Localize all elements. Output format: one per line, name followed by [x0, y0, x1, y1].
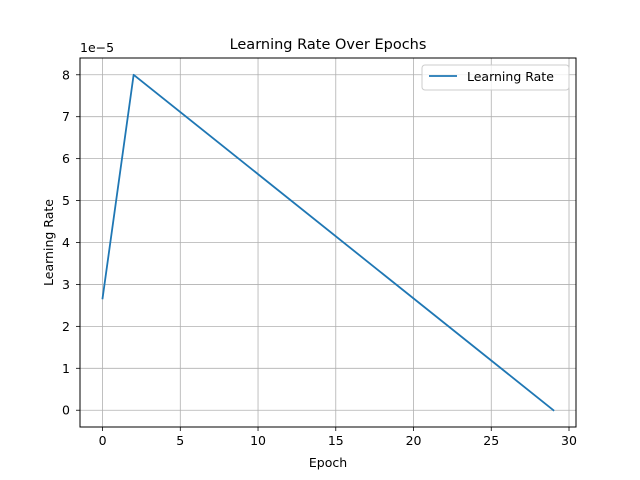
x-axis-ticks: 0 5 10 15 20 25 30 [99, 427, 577, 448]
y-tick-label: 4 [62, 235, 70, 250]
grid-lines [80, 58, 576, 427]
x-tick-label: 25 [483, 433, 499, 448]
y-axis-offset-label: 1e−5 [80, 40, 114, 55]
y-tick-label: 8 [62, 67, 70, 82]
x-axis-label: Epoch [309, 455, 347, 470]
chart-title: Learning Rate Over Epochs [230, 37, 427, 53]
y-tick-label: 5 [62, 193, 70, 208]
y-tick-label: 1 [62, 361, 70, 376]
y-axis-label: Learning Rate [41, 199, 56, 286]
x-tick-label: 30 [561, 433, 577, 448]
series-layer [101, 73, 555, 412]
y-tick-label: 6 [62, 151, 70, 166]
y-tick-label: 3 [62, 277, 70, 292]
x-tick-label: 5 [176, 433, 184, 448]
y-axis-ticks: 0 1 2 3 4 5 6 7 8 [62, 67, 80, 418]
learning-rate-series-line [101, 73, 555, 412]
y-tick-label: 0 [62, 403, 70, 418]
y-tick-label: 7 [62, 109, 70, 124]
x-tick-label: 10 [250, 433, 266, 448]
x-tick-label: 0 [99, 433, 107, 448]
x-tick-label: 20 [406, 433, 422, 448]
legend: Learning Rate [421, 64, 570, 91]
x-tick-label: 15 [328, 433, 344, 448]
y-tick-label: 2 [62, 319, 70, 334]
legend-label: Learning Rate [467, 69, 554, 84]
legend-box [421, 64, 570, 91]
